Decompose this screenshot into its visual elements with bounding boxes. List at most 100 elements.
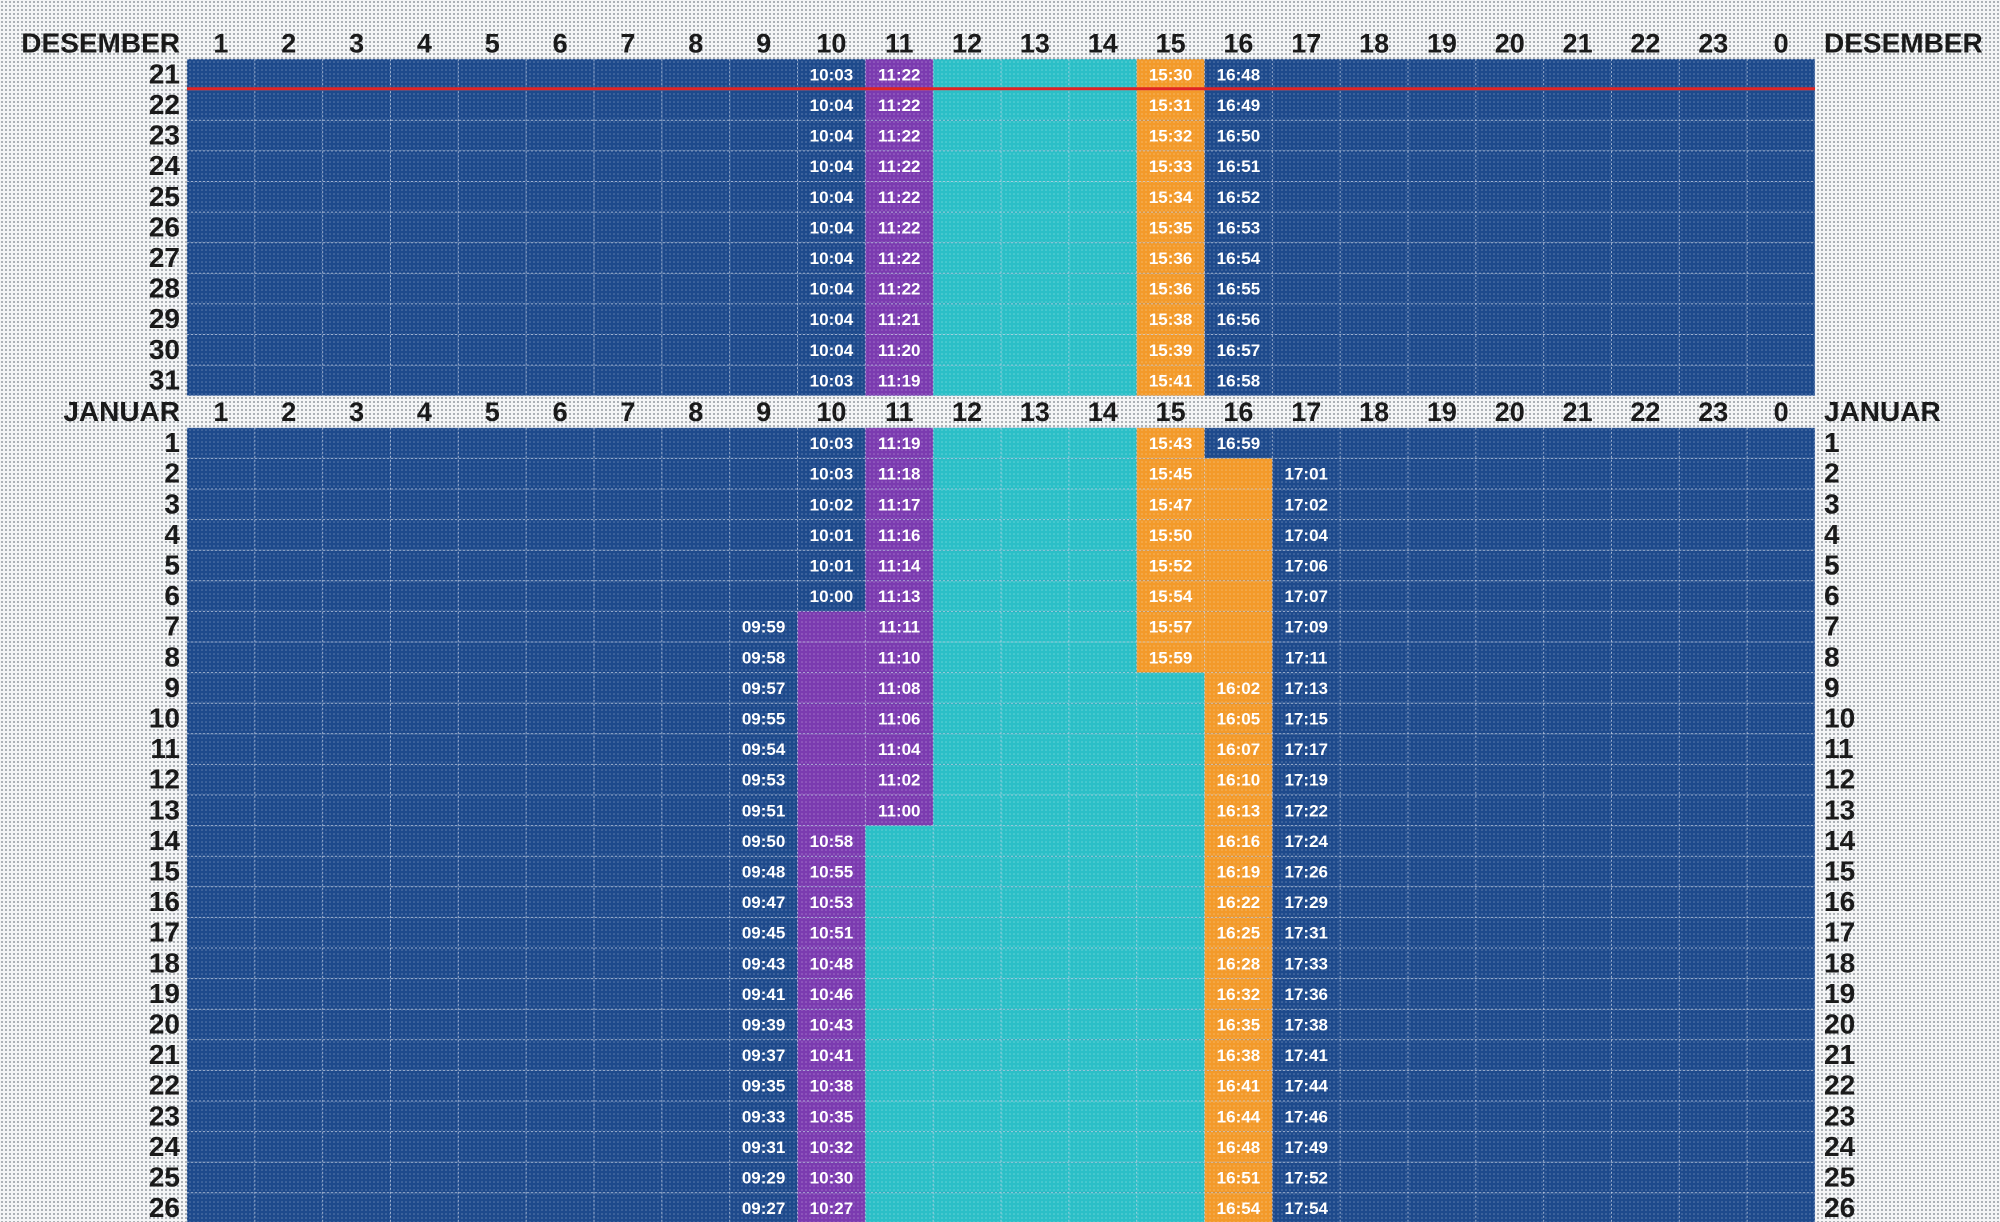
- day-row: 09:27 10:27 16:54 17:54 26 26: [149, 1192, 1855, 1222]
- day-row: 10:04 11:22 15:36 16:54 27: [149, 242, 1815, 274]
- day-label: 11: [150, 733, 180, 764]
- last-light-time-label: 17:54: [1285, 1199, 1329, 1218]
- day-row: 09:50 10:58 16:16 17:24 14 14: [149, 825, 1856, 857]
- sunset-time-label: 16:02: [1217, 679, 1260, 698]
- sunrise-time-label: 11:19: [878, 434, 921, 453]
- month-label: JANUAR: [63, 396, 180, 427]
- first-light-time-label: 10:03: [810, 65, 853, 84]
- day-label-right: 15: [1824, 856, 1855, 887]
- sunset-time-label: 15:57: [1149, 618, 1192, 637]
- sunset-time-label: 15:45: [1149, 465, 1192, 484]
- first-light-time-label: 10:04: [810, 157, 854, 176]
- day-label: 19: [149, 978, 180, 1009]
- day-label: 3: [164, 488, 180, 519]
- last-light-time-label: 17:17: [1285, 740, 1328, 759]
- first-light-time-label: 10:04: [810, 96, 854, 115]
- day-row: 10:00 11:13 15:54 17:07 6 6: [164, 580, 1840, 612]
- day-label: 31: [149, 364, 180, 395]
- first-light-time-label: 10:01: [810, 526, 853, 545]
- day-row: 09:39 10:43 16:35 17:38 20 20: [149, 1009, 1855, 1040]
- first-light-time-label: 09:45: [742, 924, 785, 943]
- sunrise-time-label: 11:22: [878, 157, 921, 176]
- last-light-time-label: 17:07: [1285, 587, 1328, 606]
- sunrise-time-label: 11:22: [878, 96, 921, 115]
- hour-tick-label: 16: [1223, 28, 1253, 58]
- sunrise-time-label: 11:22: [878, 280, 921, 299]
- day-label-right: 10: [1824, 703, 1855, 734]
- day-label: 24: [149, 1131, 181, 1162]
- last-light-time-label: 16:55: [1217, 280, 1260, 299]
- first-light-time-label: 09:35: [742, 1077, 785, 1096]
- day-label-right: 5: [1824, 550, 1840, 581]
- sunrise-time-label: 10:51: [810, 924, 853, 943]
- first-light-time-label: 09:39: [742, 1016, 785, 1035]
- sunset-time-label: 15:34: [1149, 188, 1193, 207]
- hour-tick-label: 10: [816, 397, 846, 427]
- day-row: 09:55 11:06 16:05 17:15 10 10: [149, 703, 1855, 734]
- first-light-time-label: 09:29: [742, 1169, 785, 1188]
- day-label-right: 9: [1824, 672, 1840, 703]
- hour-tick-label: 18: [1359, 397, 1389, 427]
- first-light-time-label: 09:53: [742, 771, 785, 790]
- day-row: 09:51 11:00 16:13 17:22 13 13: [149, 794, 1855, 826]
- day-label: 17: [149, 917, 180, 948]
- last-light-time-label: 17:13: [1285, 679, 1328, 698]
- sunset-time-label: 15:41: [1149, 371, 1192, 390]
- sunrise-time-label: 11:22: [878, 218, 921, 237]
- day-row: 09:33 10:35 16:44 17:46 23 23: [149, 1100, 1855, 1132]
- header-row-januar: JANUAR 1 2 3 4 5 6 7 8 9 10 11 12 13 14 15 16 17 18 19 20 21 2…: [63, 396, 1940, 427]
- sunset-time-label: 15:39: [1149, 341, 1192, 360]
- sunrise-time-label: 11:21: [878, 310, 921, 329]
- hour-tick-label: 19: [1427, 28, 1457, 58]
- day-label: 16: [149, 886, 180, 917]
- day-row: 10:03 11:22 15:30 16:48 21: [149, 58, 1815, 90]
- hour-tick-label: 4: [417, 397, 432, 427]
- sunset-time-label: 16:16: [1217, 832, 1260, 851]
- sunrise-time-label: 11:22: [878, 65, 921, 84]
- sunset-time-label: 15:30: [1149, 65, 1192, 84]
- hour-tick-label: 10: [816, 28, 846, 58]
- last-light-time-label: 16:58: [1217, 371, 1260, 390]
- sunset-time-label: 16:41: [1217, 1077, 1260, 1096]
- last-light-time-label: 16:48: [1217, 65, 1260, 84]
- first-light-time-label: 09:27: [742, 1199, 785, 1218]
- last-light-time-label: 17:31: [1285, 924, 1328, 943]
- last-light-time-label: 17:01: [1285, 465, 1328, 484]
- sunset-time-label: 16:05: [1217, 710, 1260, 729]
- first-light-time-label: 09:41: [742, 985, 785, 1004]
- hour-tick-label: 1: [213, 28, 228, 58]
- day-label-right: 21: [1824, 1039, 1855, 1070]
- last-light-time-label: 16:52: [1217, 188, 1260, 207]
- hour-tick-label: 8: [688, 28, 703, 58]
- day-row: 10:02 11:17 15:47 17:02 3 3: [164, 488, 1840, 520]
- sunset-time-label: 15:54: [1149, 587, 1193, 606]
- day-row: 09:43 10:48 16:28 17:33 18 18: [149, 947, 1855, 979]
- hour-tick-label: 17: [1291, 397, 1321, 427]
- first-light-time-label: 09:59: [742, 618, 785, 637]
- hour-tick-label: 22: [1630, 28, 1660, 58]
- hour-tick-label: 4: [417, 28, 432, 58]
- day-label-right: 3: [1824, 488, 1840, 519]
- sunrise-time-label: 11:19: [878, 371, 921, 390]
- last-light-time-label: 17:49: [1285, 1138, 1328, 1157]
- day-label-right: 14: [1824, 825, 1856, 856]
- day-row: 09:57 11:08 16:02 17:13 9 9: [164, 672, 1840, 704]
- first-light-time-label: 10:04: [810, 341, 854, 360]
- last-light-time-label: 16:57: [1217, 341, 1260, 360]
- last-light-time-label: 17:06: [1285, 557, 1328, 576]
- day-row: 09:41 10:46 16:32 17:36 19 19: [149, 978, 1855, 1010]
- last-light-time-label: 17:38: [1285, 1016, 1328, 1035]
- day-label: 1: [164, 427, 180, 458]
- sunset-time-label: 15:32: [1149, 127, 1192, 146]
- sunrise-time-label: 11:02: [878, 771, 921, 790]
- sunset-time-label: 16:35: [1217, 1016, 1260, 1035]
- first-light-time-label: 10:04: [810, 249, 854, 268]
- first-light-time-label: 10:04: [810, 310, 854, 329]
- day-label-right: 23: [1824, 1100, 1855, 1131]
- first-light-time-label: 10:04: [810, 188, 854, 207]
- hour-tick-label: 2: [281, 28, 296, 58]
- day-label: 28: [149, 273, 180, 304]
- last-light-time-label: 17:04: [1285, 526, 1329, 545]
- hour-tick-label: 5: [485, 397, 500, 427]
- first-light-time-label: 10:03: [810, 434, 853, 453]
